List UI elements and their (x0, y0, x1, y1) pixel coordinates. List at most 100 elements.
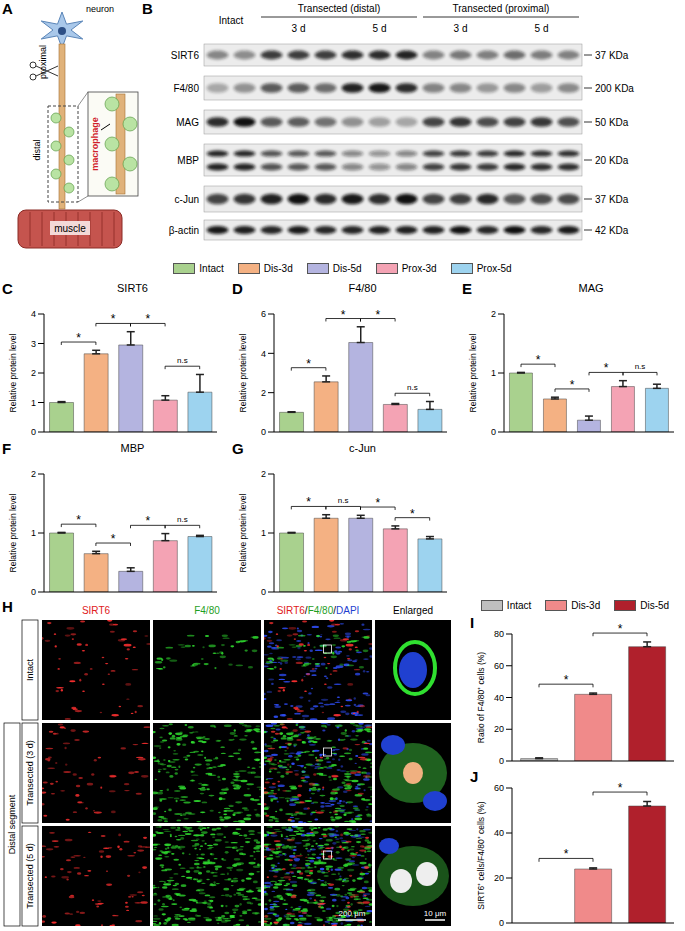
svg-text:3 d: 3 d (454, 23, 468, 34)
svg-text:SIRT6/F4/80/DAPI: SIRT6/F4/80/DAPI (277, 605, 360, 616)
svg-text:5 d: 5 d (373, 23, 387, 34)
svg-text:1: 1 (261, 528, 266, 538)
svg-text:0: 0 (31, 587, 36, 597)
svg-text:*: * (618, 622, 623, 636)
svg-text:20: 20 (494, 724, 504, 734)
svg-text:1: 1 (31, 398, 36, 408)
svg-text:40: 40 (494, 828, 504, 838)
svg-text:*: * (111, 532, 116, 546)
svg-text:B: B (142, 0, 153, 17)
svg-text:20: 20 (494, 873, 504, 883)
svg-text:H: H (2, 598, 13, 615)
svg-text:0: 0 (31, 427, 36, 437)
svg-text:0: 0 (499, 918, 504, 928)
svg-text:200 KDa: 200 KDa (595, 83, 634, 94)
svg-text:*: * (618, 781, 623, 795)
svg-text:4: 4 (261, 349, 266, 359)
svg-text:*: * (341, 308, 346, 322)
svg-text:40: 40 (494, 693, 504, 703)
svg-text:MBP: MBP (177, 155, 199, 166)
html-text:MBP: MBP (120, 442, 145, 454)
html-text:F4/80: F4/80 (348, 282, 377, 294)
svg-text:*: * (375, 496, 380, 510)
svg-text:37 KDa: 37 KDa (595, 194, 629, 205)
svg-text:2: 2 (261, 388, 266, 398)
svg-text:60: 60 (494, 783, 504, 793)
svg-text:Distal segment: Distal segment (7, 794, 17, 854)
svg-text:37 KDa: 37 KDa (595, 50, 629, 61)
svg-text:SIRT6⁺ cells/F4/80⁺ cells (%): SIRT6⁺ cells/F4/80⁺ cells (%) (476, 801, 486, 910)
svg-text:n.s: n.s (635, 362, 646, 371)
svg-text:2: 2 (31, 368, 36, 378)
svg-text:1: 1 (491, 368, 496, 378)
svg-text:Relative protein level: Relative protein level (8, 493, 18, 572)
svg-text:Relative protein level: Relative protein level (468, 333, 478, 412)
svg-text:Transected (distal): Transected (distal) (298, 3, 380, 14)
svg-text:*: * (306, 357, 311, 371)
svg-text:20 KDa: 20 KDa (595, 155, 629, 166)
svg-text:*: * (375, 308, 380, 322)
svg-text:2: 2 (31, 469, 36, 479)
svg-text:1: 1 (31, 528, 36, 538)
svg-text:n.s: n.s (407, 383, 418, 392)
svg-text:3 d: 3 d (292, 23, 306, 34)
svg-text:*: * (536, 353, 541, 367)
svg-text:Transected (5 d): Transected (5 d) (25, 843, 35, 909)
svg-text:MAG: MAG (176, 117, 199, 128)
svg-text:*: * (145, 514, 150, 528)
svg-text:0: 0 (261, 587, 266, 597)
svg-text:c-Jun: c-Jun (175, 194, 199, 205)
svg-text:60: 60 (494, 661, 504, 671)
svg-text:SIRT6: SIRT6 (82, 605, 111, 616)
svg-text:80: 80 (494, 629, 504, 639)
svg-text:*: * (604, 361, 609, 375)
html-text:MAG: MAG (578, 282, 604, 294)
svg-text:0: 0 (491, 427, 496, 437)
svg-text:5 d: 5 d (535, 23, 549, 34)
svg-text:β-actin: β-actin (169, 225, 199, 236)
svg-text:proximal: proximal (38, 45, 48, 79)
svg-text:Intact: Intact (25, 658, 35, 681)
html-text:G: G (232, 440, 244, 457)
svg-text:*: * (570, 378, 575, 392)
svg-text:A: A (2, 0, 13, 17)
svg-text:Relative protein level: Relative protein level (238, 493, 248, 572)
svg-text:4: 4 (31, 309, 36, 319)
svg-text:10 μm: 10 μm (424, 909, 447, 918)
svg-text:n.s: n.s (177, 515, 188, 524)
svg-text:2: 2 (491, 309, 496, 319)
svg-text:Intact: Intact (219, 15, 244, 26)
svg-text:0: 0 (499, 756, 504, 766)
svg-text:*: * (111, 312, 116, 326)
svg-text:50 KDa: 50 KDa (595, 117, 629, 128)
svg-text:Relative protein level: Relative protein level (8, 333, 18, 412)
svg-text:Transected (3 d): Transected (3 d) (25, 740, 35, 806)
svg-text:*: * (410, 507, 415, 521)
svg-text:n.s: n.s (177, 356, 188, 365)
svg-text:2: 2 (261, 469, 266, 479)
svg-text:macrophage: macrophage (90, 117, 100, 171)
svg-text:*: * (564, 673, 569, 687)
svg-text:*: * (76, 331, 81, 345)
svg-text:n.s: n.s (338, 496, 349, 505)
svg-text:distal: distal (32, 139, 42, 160)
svg-text:neuron: neuron (86, 4, 114, 14)
svg-text:*: * (564, 847, 569, 861)
svg-text:Transected (proximal): Transected (proximal) (453, 3, 550, 14)
svg-text:6: 6 (261, 309, 266, 319)
svg-text:Enlarged: Enlarged (393, 605, 433, 616)
svg-text:200 μm: 200 μm (339, 909, 366, 918)
svg-text:muscle: muscle (54, 223, 86, 234)
svg-text:F4/80: F4/80 (173, 83, 199, 94)
svg-text:Ratio of F4/80⁺ cells (%): Ratio of F4/80⁺ cells (%) (476, 652, 486, 744)
svg-text:Relative protein level: Relative protein level (238, 333, 248, 412)
svg-text:3: 3 (31, 339, 36, 349)
svg-text:0: 0 (261, 427, 266, 437)
html-text:SIRT6: SIRT6 (117, 282, 148, 294)
svg-text:*: * (145, 312, 150, 326)
svg-text:*: * (306, 495, 311, 509)
svg-text:42 KDa: 42 KDa (595, 225, 629, 236)
svg-text:SIRT6: SIRT6 (171, 50, 200, 61)
svg-text:*: * (76, 513, 81, 527)
svg-text:F4/80: F4/80 (194, 605, 220, 616)
